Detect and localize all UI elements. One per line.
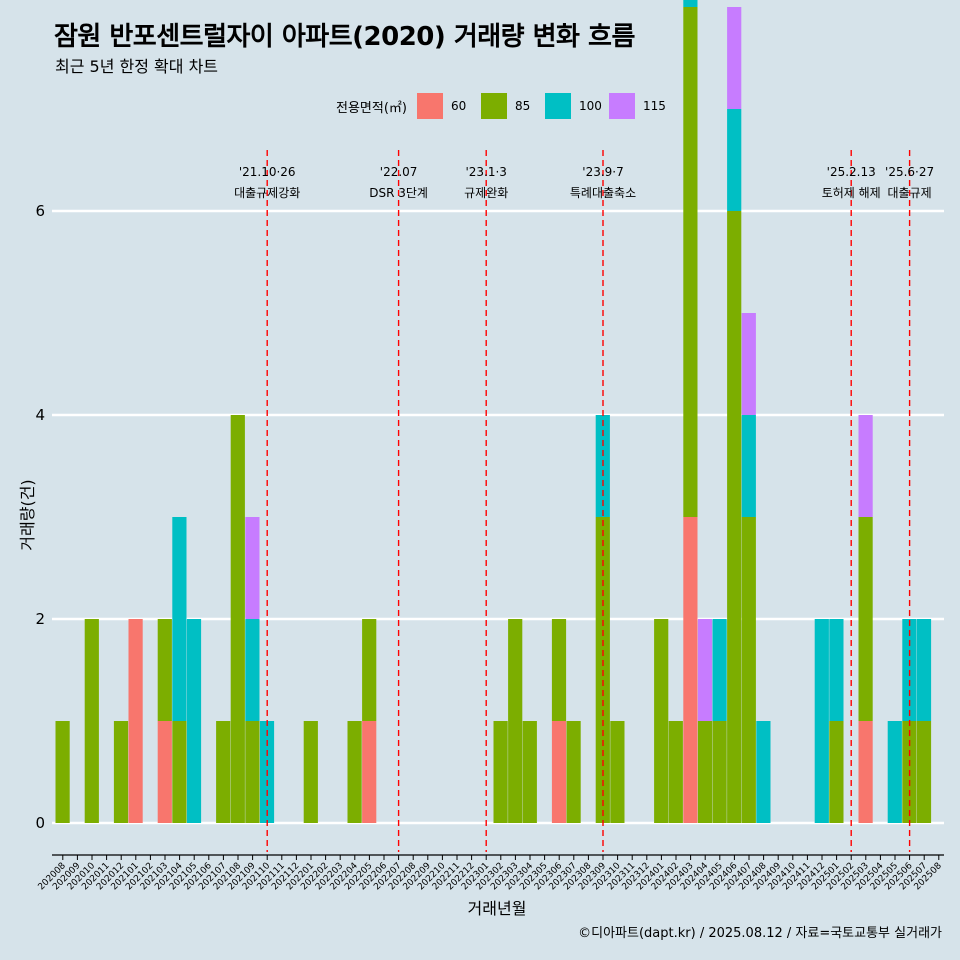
legend-item-60: 60 [416,93,475,119]
bar-100-202407 [741,415,756,517]
annotation-label: 특례대출축소 [570,186,636,200]
legend-title: 전용면적(㎡) [336,100,407,116]
legend-label-85: 85 [514,99,531,113]
legend-swatch-100 [544,93,571,119]
bar-85-202010 [84,619,99,823]
annotation-date: '22.07 [380,165,418,179]
bar-85-202303 [508,619,523,823]
bar-115-202404 [697,619,713,721]
bar-85-202310 [610,721,625,823]
bar-85-202104 [172,721,187,823]
bar-100-202104 [172,517,187,721]
annotation-date: '23.9·7 [582,165,623,179]
bar-115-202503 [858,415,873,517]
bar-100-202403 [683,0,698,7]
bar-100-202109 [245,619,260,721]
y-tick-label: 4 [35,406,45,424]
bar-60-202101 [128,619,143,823]
legend-swatch-60 [416,93,443,119]
legend: 전용면적(㎡) 60 85 100 115 [336,92,673,120]
bar-85-202404 [697,721,713,823]
legend-item-100: 100 [544,93,603,119]
bar-85-202306 [551,619,567,721]
bar-60-202306 [551,721,567,823]
legend-swatch-85 [480,93,507,119]
bar-85-202304 [522,721,537,823]
y-tick-label: 0 [35,814,45,832]
annotation-label: 대출규제강화 [234,186,300,200]
bar-100-202105 [186,619,202,823]
bar-100-202408 [756,721,771,823]
bar-100-202405 [712,619,727,721]
bar-60-202205 [362,721,377,823]
bar-60-202403 [683,517,698,823]
bar-85-202201 [303,721,318,823]
y-tick-label: 2 [35,610,45,628]
source-caption: ©디아파트(dapt.kr) / 2025.08.12 / 자료=국토교통부 실… [578,926,942,941]
legend-label-115: 115 [642,99,666,113]
bar-100-202501 [829,619,844,721]
bar-85-202405 [712,721,727,823]
bar-85-202507 [916,721,932,823]
bar-85-202406 [727,211,742,823]
bar-100-202505 [887,721,902,823]
annotation-label: 규제완화 [464,186,508,200]
bar-85-202103 [157,619,172,721]
chart-title: 잠원 반포센트럴자이 아파트(2020) 거래량 변화 흐름 [54,22,635,52]
legend-label-100: 100 [578,99,602,113]
annotation-label: DSR 3단계 [369,186,428,200]
y-axis-label: 거래량(건) [18,479,37,550]
bar-85-202402 [668,721,683,823]
annotation-label: 대출규제 [888,186,932,200]
bar-60-202503 [858,721,873,823]
bar-85-202204 [347,721,362,823]
legend-swatch-115 [608,93,635,119]
legend-item-115: 115 [608,93,667,119]
bar-115-202109 [245,517,260,619]
bar-85-202302 [493,721,508,823]
annotation-date: '23.1·3 [465,165,506,179]
annotation-date: '25.6·27 [885,165,934,179]
bar-85-202109 [245,721,260,823]
annotation-date: '21.10·26 [239,165,296,179]
bar-100-202406 [727,109,742,211]
chart-subtitle: 최근 5년 한정 확대 차트 [55,57,219,76]
annotation-date: '25.2.13 [827,165,876,179]
annotation-label: 토허제 해제 [822,186,881,200]
legend-item-85: 85 [480,93,539,119]
bar-85-202403 [683,7,698,517]
bar-85-202107 [216,721,231,823]
legend-label-60: 60 [450,99,467,113]
bar-85-202501 [829,721,844,823]
bar-85-202401 [654,619,669,823]
bar-100-202412 [814,619,829,823]
bar-85-202008 [55,721,70,823]
y-tick-label: 6 [35,202,45,220]
bar-100-202507 [916,619,932,721]
bar-115-202406 [727,7,742,109]
bar-85-202503 [858,517,873,721]
bar-85-202108 [230,415,245,823]
bar-115-202407 [741,313,756,415]
bar-85-202407 [741,517,756,823]
bar-85-202205 [362,619,377,721]
bar-60-202103 [157,721,172,823]
bar-85-202012 [113,721,129,823]
bar-85-202307 [566,721,581,823]
x-axis-label: 거래년월 [468,899,527,918]
